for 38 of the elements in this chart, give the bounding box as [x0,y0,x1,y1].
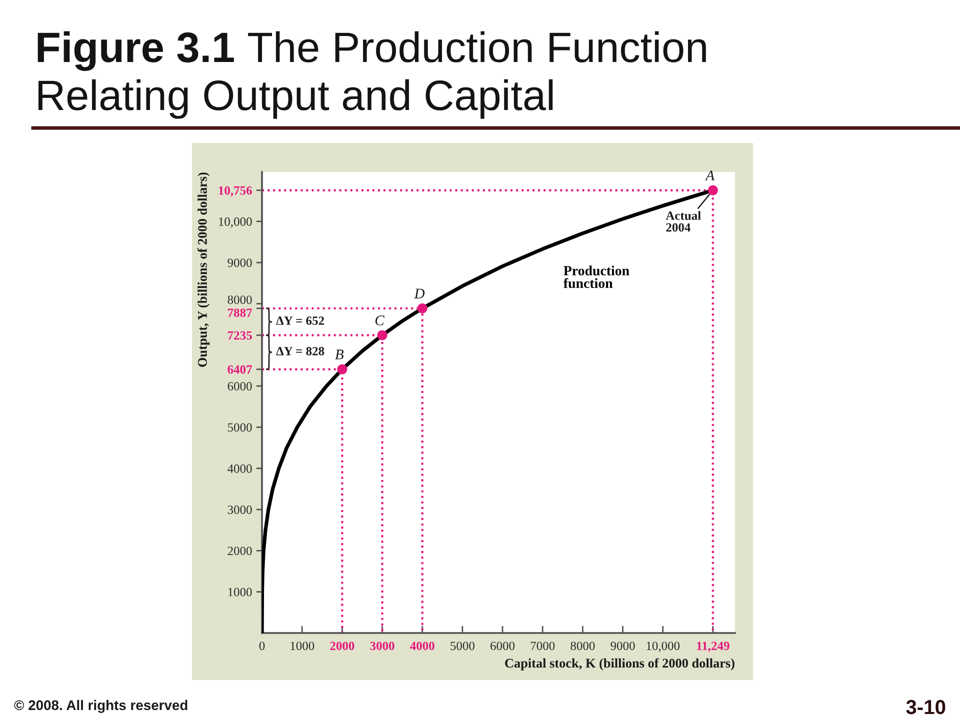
y-tick-label: 9000 [228,258,252,268]
y-tick-label: 6000 [228,382,252,390]
y-tick-label: 3000 [228,506,252,514]
x-tick-label: 4000 [410,642,434,650]
annotation: D [414,288,425,298]
x-tick-label: 6000 [490,642,515,650]
x-tick-label: 0 [259,642,265,650]
x-tick-label: 2000 [330,642,354,650]
y-tick-label: 2000 [228,546,252,556]
x-tick-label: 1000 [290,642,314,650]
x-tick-label: 7000 [530,642,555,650]
annotation: A [704,170,715,180]
y-tick-label: 10,000 [219,217,252,228]
y-tick-label: 5000 [228,423,252,432]
x-tick-label: 8000 [570,642,595,650]
y-tick-label: 7235 [228,331,252,340]
x-tick-label: 5000 [450,642,474,650]
annotation: C [375,315,384,326]
text: © 2008. All rights reserved [14,700,188,713]
y-tick-label: 7887 [228,308,252,317]
chart-title: Figure 3.1 The Production Function Relating Output and Capital [38,31,706,119]
x-tick-label: 9000 [610,642,635,650]
y-axis-title: Output, Y (billions of 2000 dollars) [197,172,210,367]
y-tick-label: 10,756 [218,186,252,197]
x-tick-label: 3000 [370,642,394,650]
annotation: Actual 2004 [666,211,701,232]
annotation: B [335,350,344,360]
x-tick-label: 10,000 [646,642,680,652]
x-tick-label: 11,249 [697,642,730,652]
y-tick-label: 4000 [228,464,252,473]
text: 3-10 [906,700,946,714]
annotation: ΔY = 652 [276,316,324,325]
annotation: ΔY = 828 [276,346,324,356]
y-tick-label: 6407 [228,365,252,374]
series-label: Production function [564,266,630,288]
y-tick-label: 1000 [228,588,252,596]
x-axis-title: Capital stock, K (billions of 2000 dollars) [505,658,734,670]
y-tick-label: 8000 [228,296,252,304]
